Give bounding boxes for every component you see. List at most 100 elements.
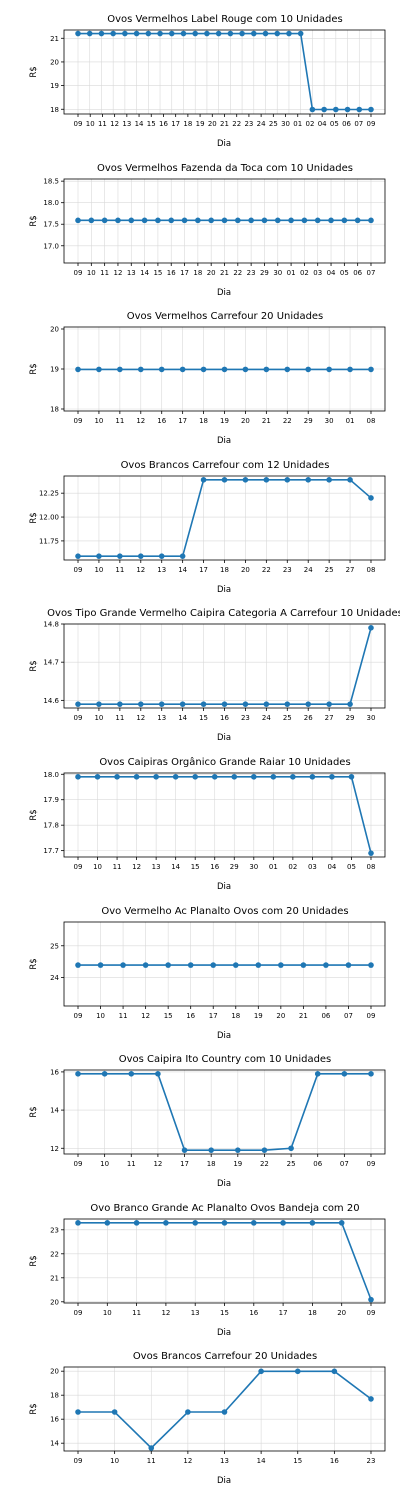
x-tick-label: 19 <box>196 120 205 128</box>
data-point <box>75 1409 81 1416</box>
x-tick-label: 10 <box>94 714 103 722</box>
x-tick-label: 06 <box>353 269 362 277</box>
x-tick-label: 16 <box>159 120 168 128</box>
y-tick-label: 19 <box>50 366 59 374</box>
x-tick-label: 04 <box>327 863 336 871</box>
data-point <box>98 30 105 37</box>
data-point <box>117 701 123 708</box>
y-tick-label: 20 <box>50 58 59 66</box>
x-tick-label: 11 <box>115 714 124 722</box>
y-axis-label: R$ <box>29 512 39 523</box>
x-tick-label: 06 <box>342 120 351 128</box>
data-point <box>309 773 316 780</box>
x-tick-label: 27 <box>346 566 355 574</box>
x-tick-label: 10 <box>103 1309 112 1317</box>
x-tick-label: 20 <box>241 417 250 425</box>
x-tick-label: 05 <box>347 863 356 871</box>
data-point <box>96 553 102 559</box>
chart-title: Ovos Vermelhos Fazenda da Toca com 10 Un… <box>97 163 353 174</box>
chart-panel-3: Ovos Vermelhos Carrefour 20 Unidades Dia R… <box>29 311 386 446</box>
data-point <box>356 106 363 113</box>
data-point <box>344 106 351 113</box>
chart-title: Ovos Brancos Carrefour 20 Unidades <box>133 1351 317 1362</box>
x-tick-label: 21 <box>220 120 229 128</box>
data-point <box>179 701 186 708</box>
x-tick-label: 15 <box>153 269 162 277</box>
data-point <box>75 961 81 968</box>
y-axis-label: R$ <box>29 661 39 672</box>
y-tick-label: 19 <box>50 82 59 90</box>
data-point <box>104 1219 111 1226</box>
data-point <box>195 217 201 223</box>
x-tick-label: 09 <box>74 1160 83 1168</box>
data-point <box>227 30 234 37</box>
x-tick-label: 07 <box>354 120 363 128</box>
data-point <box>185 1409 191 1416</box>
data-point <box>75 366 81 373</box>
plot-frame <box>63 29 386 115</box>
data-point <box>242 701 249 708</box>
x-tick-label: 10 <box>94 417 103 425</box>
data-point <box>133 773 140 780</box>
data-point <box>329 773 335 780</box>
chart-panel-1: Ovos Vermelhos Label Rouge com 10 Unidad… <box>29 14 386 149</box>
grid-lines <box>64 772 385 857</box>
data-point <box>235 217 241 223</box>
data-point <box>341 217 348 223</box>
y-axis-label: R$ <box>29 809 39 820</box>
data-point <box>235 1147 241 1154</box>
grid-lines <box>64 1070 385 1155</box>
x-tick-label: 11 <box>113 863 122 871</box>
data-point <box>187 961 194 968</box>
data-point <box>305 476 312 483</box>
x-axis-label: Dia <box>217 1179 231 1189</box>
x-tick-label: 16 <box>157 417 166 425</box>
data-point <box>179 553 186 559</box>
x-tick-label: 18 <box>207 1160 216 1168</box>
x-tick-label: 12 <box>114 269 123 277</box>
x-tick-label: 01 <box>269 863 278 871</box>
y-tick-label: 17.8 <box>43 822 59 830</box>
data-point <box>248 217 254 223</box>
data-point <box>137 553 144 559</box>
data-point <box>211 773 218 780</box>
data-point <box>101 1071 108 1077</box>
y-tick-label: 24 <box>50 974 59 982</box>
x-tick-label: 26 <box>304 714 313 722</box>
chart-title: Ovo Vermelho Ac Planalto Ovos com 20 Uni… <box>101 906 348 917</box>
data-point <box>232 961 239 968</box>
x-tick-label: 22 <box>283 417 292 425</box>
x-tick-label: 16 <box>220 714 229 722</box>
x-tick-label: 29 <box>304 417 313 425</box>
x-tick-label: 14 <box>135 120 144 128</box>
data-point <box>221 476 228 483</box>
chart-panel-7: Ovo Vermelho Ac Planalto Ovos com 20 Uni… <box>29 906 386 1040</box>
x-tick-label: 11 <box>147 1457 156 1465</box>
x-tick-label: 01 <box>293 120 302 128</box>
y-axis-label: R$ <box>29 215 39 226</box>
x-tick-label: 14 <box>257 1457 266 1465</box>
data-point <box>323 961 329 968</box>
x-tick-label: 23 <box>247 269 256 277</box>
x-tick-label: 20 <box>276 1012 285 1020</box>
chart-panel-2: Ovos Vermelhos Fazenda da Toca com 10 Un… <box>29 163 386 297</box>
x-tick-label: 30 <box>273 269 282 277</box>
x-tick-label: 09 <box>367 1160 376 1168</box>
data-point <box>368 494 374 501</box>
data-point <box>263 366 270 373</box>
y-tick-label: 14 <box>50 1107 59 1115</box>
x-tick-label: 13 <box>157 566 166 574</box>
data-point <box>200 701 207 708</box>
x-tick-label: 09 <box>367 120 376 128</box>
x-axis-label: Dia <box>217 436 231 446</box>
series-line <box>78 775 372 854</box>
y-tick-label: 12.00 <box>39 513 59 521</box>
x-tick-label: 17 <box>199 566 208 574</box>
x-tick-label: 11 <box>98 120 107 128</box>
data-point <box>122 30 128 37</box>
data-point <box>114 773 120 780</box>
data-point <box>262 30 269 37</box>
data-point <box>255 961 262 968</box>
x-tick-label: 30 <box>281 120 290 128</box>
data-point <box>192 30 199 37</box>
